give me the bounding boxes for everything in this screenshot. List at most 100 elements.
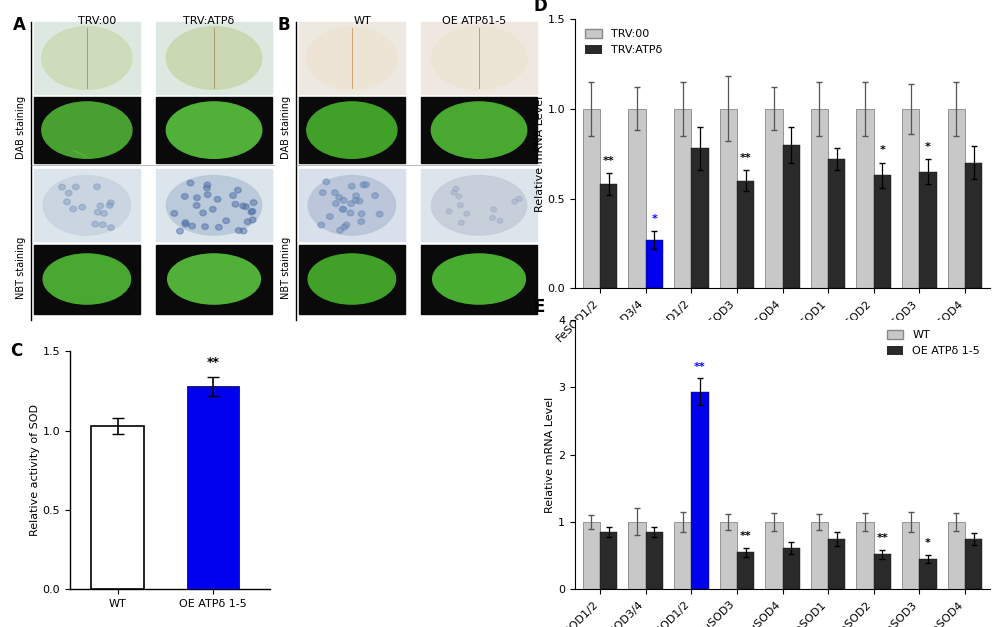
Bar [628,108,646,288]
Ellipse shape [324,210,331,216]
Ellipse shape [351,226,358,232]
Ellipse shape [336,214,342,219]
Bar [421,22,537,94]
Bar [874,554,891,589]
Ellipse shape [374,201,381,206]
Bar [919,172,937,288]
Ellipse shape [225,229,231,234]
Text: *: * [925,538,931,548]
Ellipse shape [458,194,464,199]
Bar [782,547,800,589]
Text: NBT staining: NBT staining [16,237,26,299]
Text: OE ATPδ1-5: OE ATPδ1-5 [442,16,506,26]
Ellipse shape [192,181,198,186]
Bar [421,169,537,241]
Ellipse shape [107,201,113,206]
Bar [34,22,140,94]
Bar [902,522,919,589]
Ellipse shape [202,195,209,201]
Text: C: C [10,342,22,360]
Bar [765,522,782,589]
Ellipse shape [361,198,367,204]
Ellipse shape [239,196,246,202]
Legend: TRV:00, TRV:ATPδ: TRV:00, TRV:ATPδ [581,24,666,60]
Bar [299,245,405,314]
Ellipse shape [168,254,260,304]
Ellipse shape [63,180,70,186]
Ellipse shape [227,205,234,211]
Ellipse shape [97,208,104,214]
Ellipse shape [110,211,117,216]
Ellipse shape [85,224,92,230]
Bar [91,426,144,589]
Ellipse shape [248,226,255,231]
Ellipse shape [493,229,499,234]
Ellipse shape [431,26,527,89]
Text: **: ** [694,362,706,372]
Ellipse shape [361,226,368,231]
Ellipse shape [339,206,346,211]
Ellipse shape [344,223,351,228]
Ellipse shape [250,219,257,225]
Text: **: ** [740,531,751,541]
Bar [948,108,965,288]
Bar [421,245,537,314]
Legend: WT, OE ATPδ 1-5: WT, OE ATPδ 1-5 [882,325,984,361]
Bar [856,108,874,288]
Ellipse shape [81,191,88,196]
Text: *: * [925,142,931,152]
Ellipse shape [366,191,373,196]
Ellipse shape [359,194,365,200]
Ellipse shape [504,204,510,209]
Ellipse shape [80,194,87,199]
Bar [811,522,828,589]
Bar [628,522,646,589]
Bar [156,245,272,314]
Text: B: B [278,16,290,34]
Bar [691,148,709,288]
Text: **: ** [603,156,615,166]
Ellipse shape [166,26,262,89]
Ellipse shape [212,226,218,232]
Ellipse shape [43,254,131,304]
Text: **: ** [206,356,219,369]
Ellipse shape [202,189,208,194]
Bar [765,108,782,288]
Bar [156,97,272,163]
Ellipse shape [433,254,525,304]
Bar [674,108,691,288]
Bar [874,175,891,288]
Ellipse shape [468,224,474,229]
Bar [583,522,600,589]
Ellipse shape [42,102,132,158]
Bar [34,169,140,241]
Ellipse shape [453,218,459,223]
Bar [856,522,874,589]
Ellipse shape [206,180,212,186]
Ellipse shape [242,181,249,187]
Bar [600,532,617,589]
Bar [948,522,965,589]
Ellipse shape [355,183,362,189]
Ellipse shape [378,218,384,223]
Ellipse shape [91,226,97,231]
Ellipse shape [188,213,194,219]
Ellipse shape [480,198,486,203]
Ellipse shape [336,228,342,234]
Ellipse shape [225,182,231,187]
Text: **: ** [876,533,888,543]
Ellipse shape [248,220,255,226]
Bar [828,539,845,589]
Ellipse shape [515,226,521,231]
Ellipse shape [361,180,368,186]
Ellipse shape [166,176,262,235]
Bar [691,392,709,589]
Bar [156,22,272,94]
Ellipse shape [238,197,245,203]
Bar [299,97,405,163]
Bar [299,22,405,94]
Bar [720,108,737,288]
Ellipse shape [228,182,234,188]
Ellipse shape [349,209,356,215]
Text: DAB staining: DAB staining [16,95,26,159]
